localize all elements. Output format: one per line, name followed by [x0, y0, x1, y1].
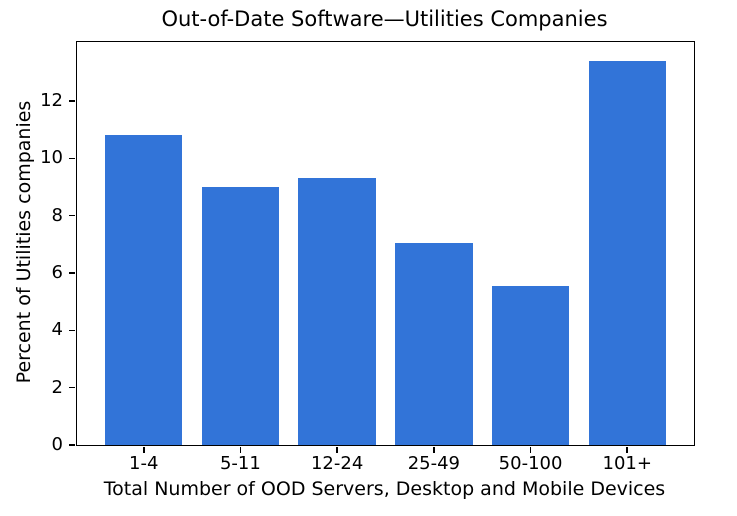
- y-tick-label: 2: [51, 376, 63, 398]
- x-tick-label: 101+: [602, 453, 652, 474]
- x-tick-label: 25-49: [407, 453, 460, 474]
- y-tick-mark: [69, 444, 76, 446]
- y-tick-mark: [69, 329, 76, 332]
- y-tick-label: 4: [51, 319, 63, 341]
- x-tick-mark: [433, 446, 435, 453]
- x-tick-label: 12-24: [310, 453, 364, 474]
- bar-12-24: [298, 178, 376, 445]
- x-tick-mark: [626, 446, 629, 453]
- x-tick-mark: [529, 446, 532, 453]
- y-tick-mark: [69, 157, 76, 160]
- bar-50-100: [491, 285, 570, 445]
- plot-area: 0 2 4 6 8 10 12 1-4 5-11 12-24 25-49 50-100 101+: [40, 41, 695, 474]
- y-tick-label: 10: [40, 147, 63, 169]
- x-tick-mark: [336, 446, 338, 453]
- x-tick-mark: [142, 446, 145, 453]
- y-tick-label: 0: [51, 434, 63, 455]
- bar-25-49: [395, 242, 473, 445]
- x-axis-label: Total Number of OOD Servers, Desktop and…: [103, 478, 666, 500]
- x-tick-label: 5-11: [219, 453, 261, 474]
- bar-5-11: [201, 187, 280, 445]
- y-tick-label: 6: [51, 262, 63, 284]
- bar-101+: [588, 60, 666, 445]
- y-tick-mark: [69, 272, 76, 274]
- bar-1-4: [105, 135, 183, 445]
- y-tick-label: 8: [51, 204, 63, 226]
- y-tick-mark: [69, 214, 76, 217]
- y-tick-mark: [69, 100, 76, 102]
- y-tick-mark: [69, 386, 76, 389]
- x-tick-label: 1-4: [129, 453, 159, 474]
- chart-title: Out-of-Date Software—Utilities Companies: [161, 7, 608, 31]
- x-tick-label: 50-100: [498, 453, 563, 474]
- x-tick-mark: [239, 446, 242, 453]
- y-tick-label: 12: [40, 90, 63, 112]
